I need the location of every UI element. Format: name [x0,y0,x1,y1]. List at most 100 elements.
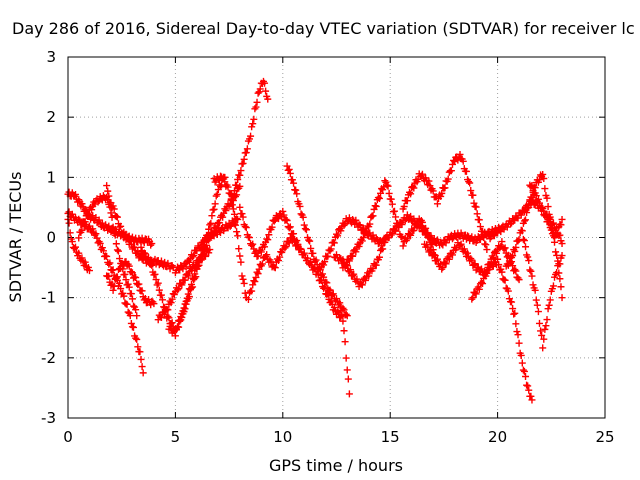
data-point-marker [205,249,213,257]
data-point-marker [479,227,487,235]
data-point-marker [78,254,86,262]
data-point-marker [113,213,121,221]
data-point-marker [312,256,320,264]
data-point-marker [304,254,312,262]
data-point-marker [344,375,352,383]
data-point-marker [489,254,497,262]
data-point-marker [525,257,533,265]
data-point-marker [543,194,551,202]
data-point-marker [236,171,244,179]
data-point-marker [189,283,197,291]
data-point-marker [375,194,383,202]
data-point-marker [342,310,350,318]
data-point-marker [515,276,523,284]
series-s10 [171,215,242,277]
data-point-marker [121,270,129,278]
series-s12 [227,77,272,204]
data-point-marker [188,284,196,292]
data-point-marker [511,309,519,317]
data-point-marker [520,217,528,225]
x-tick-label: 25 [595,428,614,446]
data-point-marker [300,221,308,229]
data-point-marker [110,205,118,213]
data-point-marker [519,235,527,243]
data-point-marker [334,308,342,316]
data-point-marker [75,215,83,223]
data-point-marker [247,132,255,140]
data-point-marker [230,210,238,218]
data-point-marker [157,257,165,265]
data-point-marker [324,252,332,260]
plot-frame [67,56,606,419]
data-point-marker [302,226,310,234]
data-point-marker [279,207,287,215]
data-point-marker [473,210,481,218]
data-point-marker [437,192,445,200]
data-point-marker [75,234,83,242]
data-point-marker [477,278,485,286]
data-point-marker [182,263,190,271]
data-markers [64,77,566,404]
series-s6 [103,258,158,309]
data-point-marker [190,252,198,260]
data-point-marker [355,242,363,250]
data-point-marker [384,182,392,190]
data-point-marker [196,256,204,264]
data-point-marker [117,222,125,230]
data-point-marker [540,175,548,183]
data-point-marker [282,243,290,251]
data-point-marker [305,236,313,244]
data-point-marker [410,184,418,192]
data-point-marker [535,199,543,207]
data-point-marker [65,219,73,227]
data-point-marker [406,188,414,196]
data-point-marker [456,150,464,158]
data-point-marker [407,231,415,239]
data-point-marker [113,246,121,254]
data-point-marker [130,323,138,331]
data-point-marker [137,243,145,251]
data-point-marker [103,252,111,260]
data-point-marker [365,272,373,280]
data-point-marker [522,243,530,251]
data-point-marker [392,227,400,235]
data-point-marker [465,178,473,186]
x-axis-label: GPS time / hours [269,456,403,475]
data-point-marker [159,296,167,304]
series-s2 [64,215,93,275]
data-point-marker [483,269,491,277]
data-point-marker [346,266,354,274]
data-point-marker [340,221,348,229]
data-point-marker [525,203,533,211]
data-point-marker [107,281,115,289]
data-point-marker [94,198,102,206]
data-point-marker [495,261,503,269]
data-point-marker [122,276,130,284]
data-point-marker [116,223,124,231]
data-point-marker [417,223,425,231]
data-point-marker [534,195,542,203]
data-point-marker [539,170,547,178]
data-point-marker [229,205,237,213]
data-point-marker [228,201,236,209]
data-point-marker [336,299,344,307]
data-point-marker [494,255,502,263]
data-point-marker [250,115,258,123]
x-tick-label: 10 [273,428,292,446]
data-point-marker [113,273,121,281]
data-point-marker [291,237,299,245]
data-point-marker [239,213,247,221]
data-point-marker [553,269,561,277]
y-tick-label: 2 [46,108,56,126]
data-point-marker [181,276,189,284]
data-point-marker [264,236,272,244]
data-point-marker [475,285,483,293]
data-point-marker [344,256,352,264]
data-point-marker [546,213,554,221]
data-point-marker [339,304,347,312]
data-point-marker [151,270,159,278]
data-point-marker [132,306,140,314]
data-point-marker [323,279,331,287]
data-point-marker [369,212,377,220]
data-point-marker [164,306,172,314]
